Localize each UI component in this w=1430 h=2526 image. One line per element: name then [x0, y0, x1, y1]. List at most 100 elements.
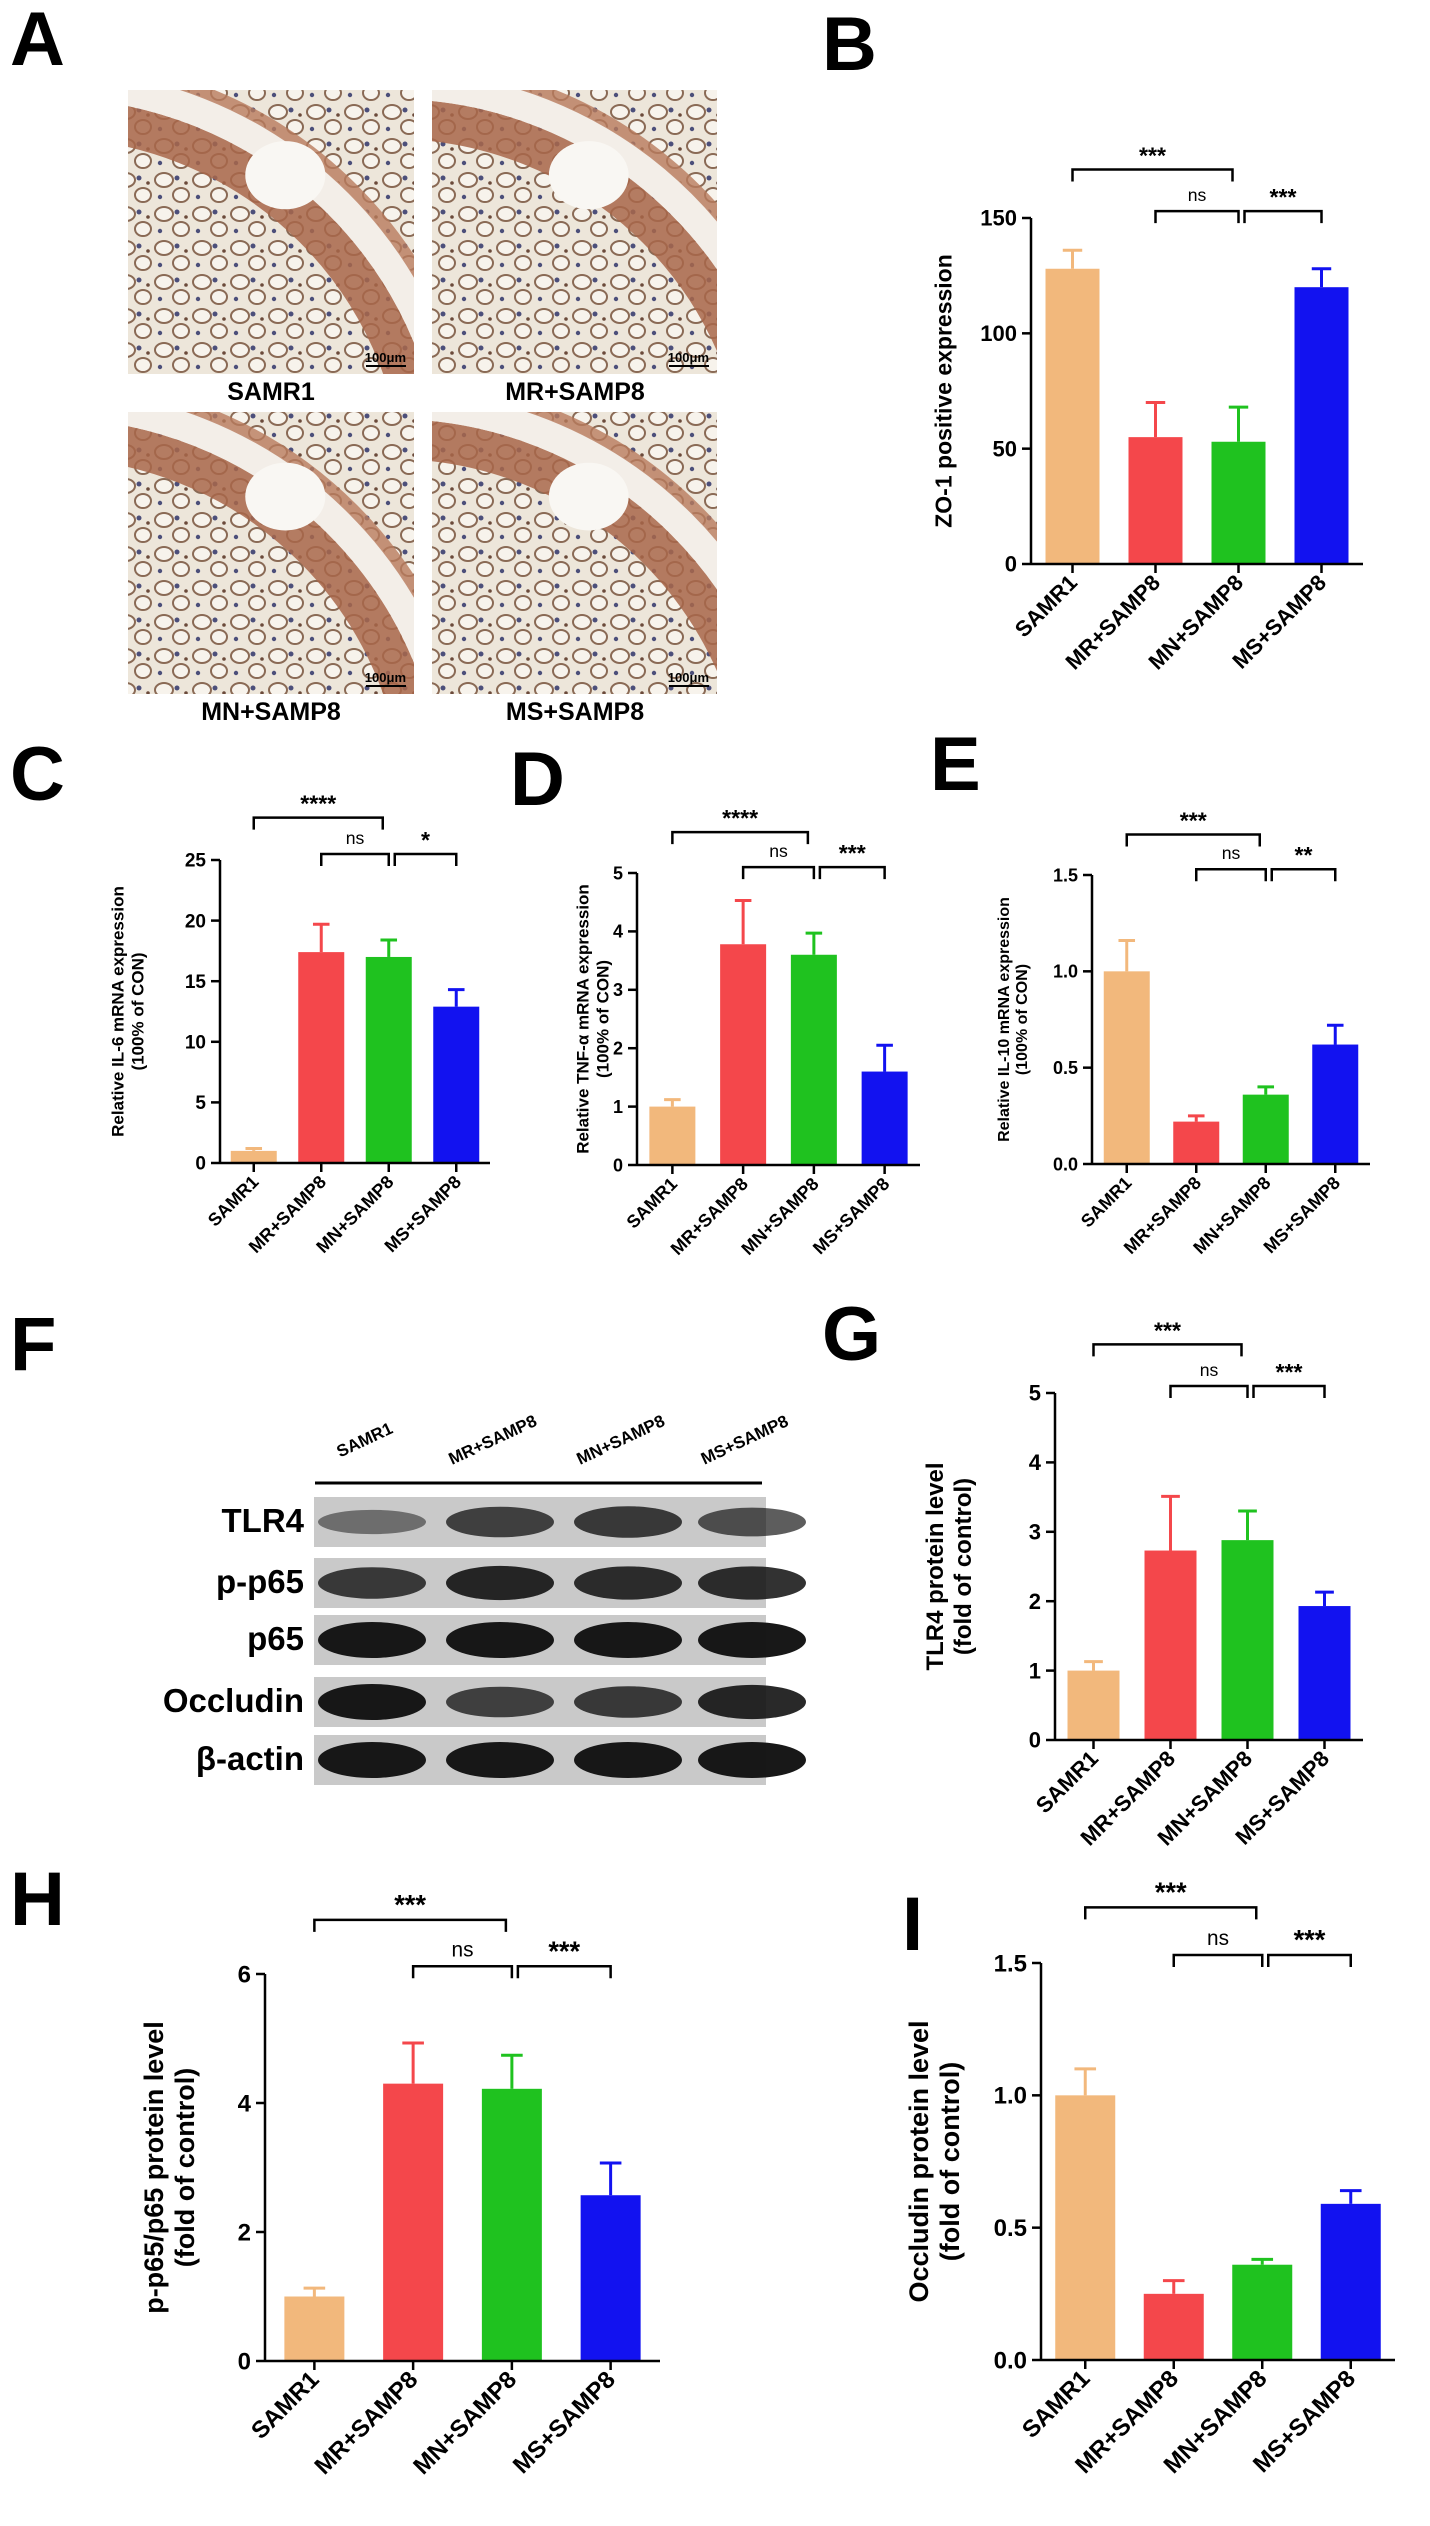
- x-tick-label: SAMR1: [246, 2366, 324, 2444]
- y-tick-label: 1.0: [994, 2083, 1027, 2110]
- bar-mn-samp8: [1211, 441, 1266, 564]
- blot-band: [698, 1507, 806, 1537]
- bar-samr1: [1045, 268, 1100, 564]
- y-tick-label: 0.0: [1053, 1154, 1078, 1174]
- blot-band: [698, 1684, 806, 1720]
- blot-band: [574, 1686, 682, 1718]
- bar-ms-samp8: [1298, 1606, 1351, 1740]
- y-axis-label: (fold of control): [950, 1478, 977, 1655]
- bar-mn-samp8: [790, 954, 837, 1165]
- significance-bracket: [1252, 1384, 1326, 1399]
- significance-label: ***: [1276, 1359, 1303, 1385]
- y-axis-label: TLR4 protein level: [922, 1462, 949, 1670]
- y-tick-label: 100: [980, 321, 1017, 346]
- significance-label: ***: [1180, 808, 1207, 834]
- y-tick-label: 3: [1029, 1520, 1041, 1545]
- blot-row-1: TLR4: [222, 1497, 806, 1547]
- blot-band: [698, 1622, 806, 1658]
- y-tick-label: 5: [195, 1093, 206, 1114]
- error-bar: [1257, 1085, 1275, 1095]
- y-axis-label: (100% of CON): [128, 952, 147, 1070]
- chart-i: 0.00.51.01.5SAMR1MR+SAMP8MN+SAMP8MS+SAMP…: [904, 1876, 1395, 2479]
- blot-band: [318, 1684, 426, 1720]
- significance-bracket: [1195, 867, 1267, 882]
- axes: [635, 873, 920, 1167]
- y-tick-label: 1.0: [1053, 962, 1078, 982]
- significance-label: *: [421, 827, 430, 853]
- bar-mr-samp8: [1143, 2293, 1204, 2360]
- y-tick-label: 0.5: [994, 2215, 1027, 2242]
- blot-band: [698, 1742, 806, 1778]
- y-tick-label: 4: [613, 922, 623, 942]
- significance-bracket: [393, 852, 458, 866]
- micrograph-3: 100μm MN+SAMP8: [128, 412, 414, 726]
- scale-bar-label: 100μm: [365, 670, 406, 685]
- error-bar: [402, 2041, 424, 2084]
- y-tick-label: 50: [993, 436, 1017, 461]
- blot-band: [698, 1566, 806, 1600]
- y-tick-label: 3: [613, 980, 623, 1000]
- x-tick-label: SAMR1: [623, 1174, 682, 1233]
- significance-label: ***: [1155, 1876, 1187, 1907]
- significance-bracket: [1154, 209, 1240, 224]
- bar-mr-samp8: [1173, 1121, 1220, 1164]
- y-tick-label: 1.5: [994, 1950, 1027, 1977]
- bar-mr-samp8: [720, 944, 767, 1165]
- significance-label: ****: [722, 805, 758, 831]
- y-tick-label: 0: [195, 1154, 206, 1175]
- error-bar: [1162, 2279, 1185, 2294]
- error-bar: [1145, 401, 1166, 438]
- panel-letter-b: B: [822, 2, 877, 87]
- significance-bracket: [252, 816, 384, 830]
- x-tick-label: MR+SAMP8: [310, 2366, 424, 2480]
- blot-band: [446, 1506, 554, 1538]
- significance-label: ns: [346, 828, 365, 848]
- axes: [1039, 1963, 1395, 2362]
- blot-band: [446, 1622, 554, 1658]
- y-tick-label: 6: [238, 1961, 251, 1988]
- chart-e: 0.00.51.01.5SAMR1MR+SAMP8MN+SAMP8MS+SAMP…: [996, 808, 1370, 1258]
- error-bar: [1062, 248, 1083, 269]
- micrograph-4: 100μm MS+SAMP8: [432, 412, 717, 726]
- y-tick-label: 2: [613, 1039, 623, 1059]
- significance-bracket: [516, 1965, 612, 1979]
- x-tick-label: SAMR1: [1031, 1746, 1103, 1818]
- significance-label: ns: [1207, 1927, 1229, 1950]
- significance-bracket: [1125, 833, 1261, 847]
- bar-mr-samp8: [298, 952, 345, 1163]
- significance-bracket: [671, 830, 810, 845]
- bar-ms-samp8: [433, 1006, 480, 1163]
- y-tick-label: 0: [238, 2348, 251, 2375]
- significance-bracket: [411, 1965, 514, 1979]
- significance-label: ns: [1200, 1360, 1219, 1380]
- axes: [1090, 875, 1370, 1166]
- blot-row-label: p-p65: [216, 1563, 304, 1600]
- error-bar: [664, 1098, 681, 1107]
- x-tick-label: MS+SAMP8: [508, 2366, 621, 2479]
- blot-band: [446, 1686, 554, 1718]
- bar-samr1: [1055, 2095, 1116, 2360]
- error-bar: [1339, 2189, 1362, 2204]
- significance-bracket: [320, 852, 390, 866]
- lane-label: SAMR1: [334, 1419, 396, 1461]
- y-tick-label: 0: [1029, 1728, 1041, 1753]
- error-bar: [1326, 1023, 1344, 1045]
- bar-mn-samp8: [481, 2088, 542, 2361]
- western-blot: SAMR1 MR+SAMP8 MN+SAMP8 MS+SAMP8 TLR4 p-p65 p6…: [163, 1411, 806, 1785]
- x-tick-label: SAMR1: [204, 1172, 263, 1231]
- y-tick-label: 5: [613, 863, 623, 883]
- significance-label: ***: [1294, 1924, 1326, 1955]
- axes: [1029, 218, 1363, 566]
- bar-mn-samp8: [1232, 2264, 1293, 2360]
- error-bar: [1251, 2257, 1274, 2265]
- y-tick-label: 20: [185, 911, 206, 932]
- micrograph-label: SAMR1: [227, 378, 315, 406]
- blot-band: [574, 1506, 682, 1538]
- significance-bracket: [1092, 1343, 1243, 1357]
- blot-row-label: Occludin: [163, 1682, 304, 1719]
- y-tick-label: 0.0: [994, 2347, 1027, 2374]
- y-tick-label: 15: [185, 972, 207, 993]
